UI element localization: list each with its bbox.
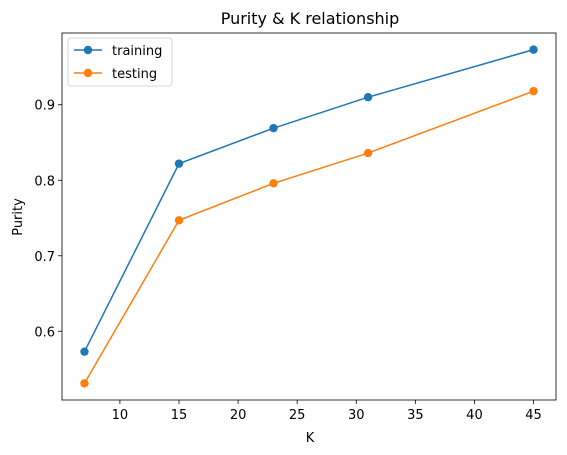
y-tick-label: 0.9: [34, 99, 55, 114]
series-line-testing: [84, 91, 533, 383]
legend-label-testing: testing: [112, 67, 157, 82]
y-axis-label: Purity: [11, 198, 26, 236]
x-tick-label: 15: [171, 408, 188, 423]
data-point-training: [529, 45, 537, 53]
data-point-training: [364, 93, 372, 101]
y-tick-label: 0.7: [34, 250, 55, 265]
y-tick-label: 0.6: [34, 325, 55, 340]
plot-area: [62, 33, 556, 400]
legend-marker-testing: [84, 69, 92, 77]
series-layer: [80, 45, 537, 387]
x-tick-label: 25: [289, 408, 306, 423]
x-tick-label: 30: [348, 408, 365, 423]
legend-label-training: training: [112, 44, 162, 59]
data-point-testing: [269, 179, 277, 187]
data-point-training: [175, 159, 183, 167]
plot-frame: [62, 33, 556, 400]
y-tick-label: 0.8: [34, 174, 55, 189]
x-axis-ticks: 10 15 20 25 30 35 40 45: [112, 400, 542, 423]
x-tick-label: 45: [525, 408, 542, 423]
data-point-training: [269, 124, 277, 132]
x-tick-label: 10: [112, 408, 129, 423]
data-point-testing: [175, 216, 183, 224]
chart-title: Purity & K relationship: [221, 9, 400, 28]
x-tick-label: 40: [466, 408, 483, 423]
data-point-testing: [364, 149, 372, 157]
x-axis-label: K: [306, 431, 315, 446]
legend: training testing: [68, 38, 172, 86]
x-tick-label: 20: [230, 408, 247, 423]
legend-marker-training: [84, 46, 92, 54]
x-tick-label: 35: [407, 408, 424, 423]
data-point-testing: [80, 379, 88, 387]
data-point-testing: [529, 87, 537, 95]
y-axis-ticks: 0.6 0.7 0.8 0.9: [34, 99, 62, 341]
data-point-training: [80, 347, 88, 355]
series-line-training: [84, 50, 533, 352]
